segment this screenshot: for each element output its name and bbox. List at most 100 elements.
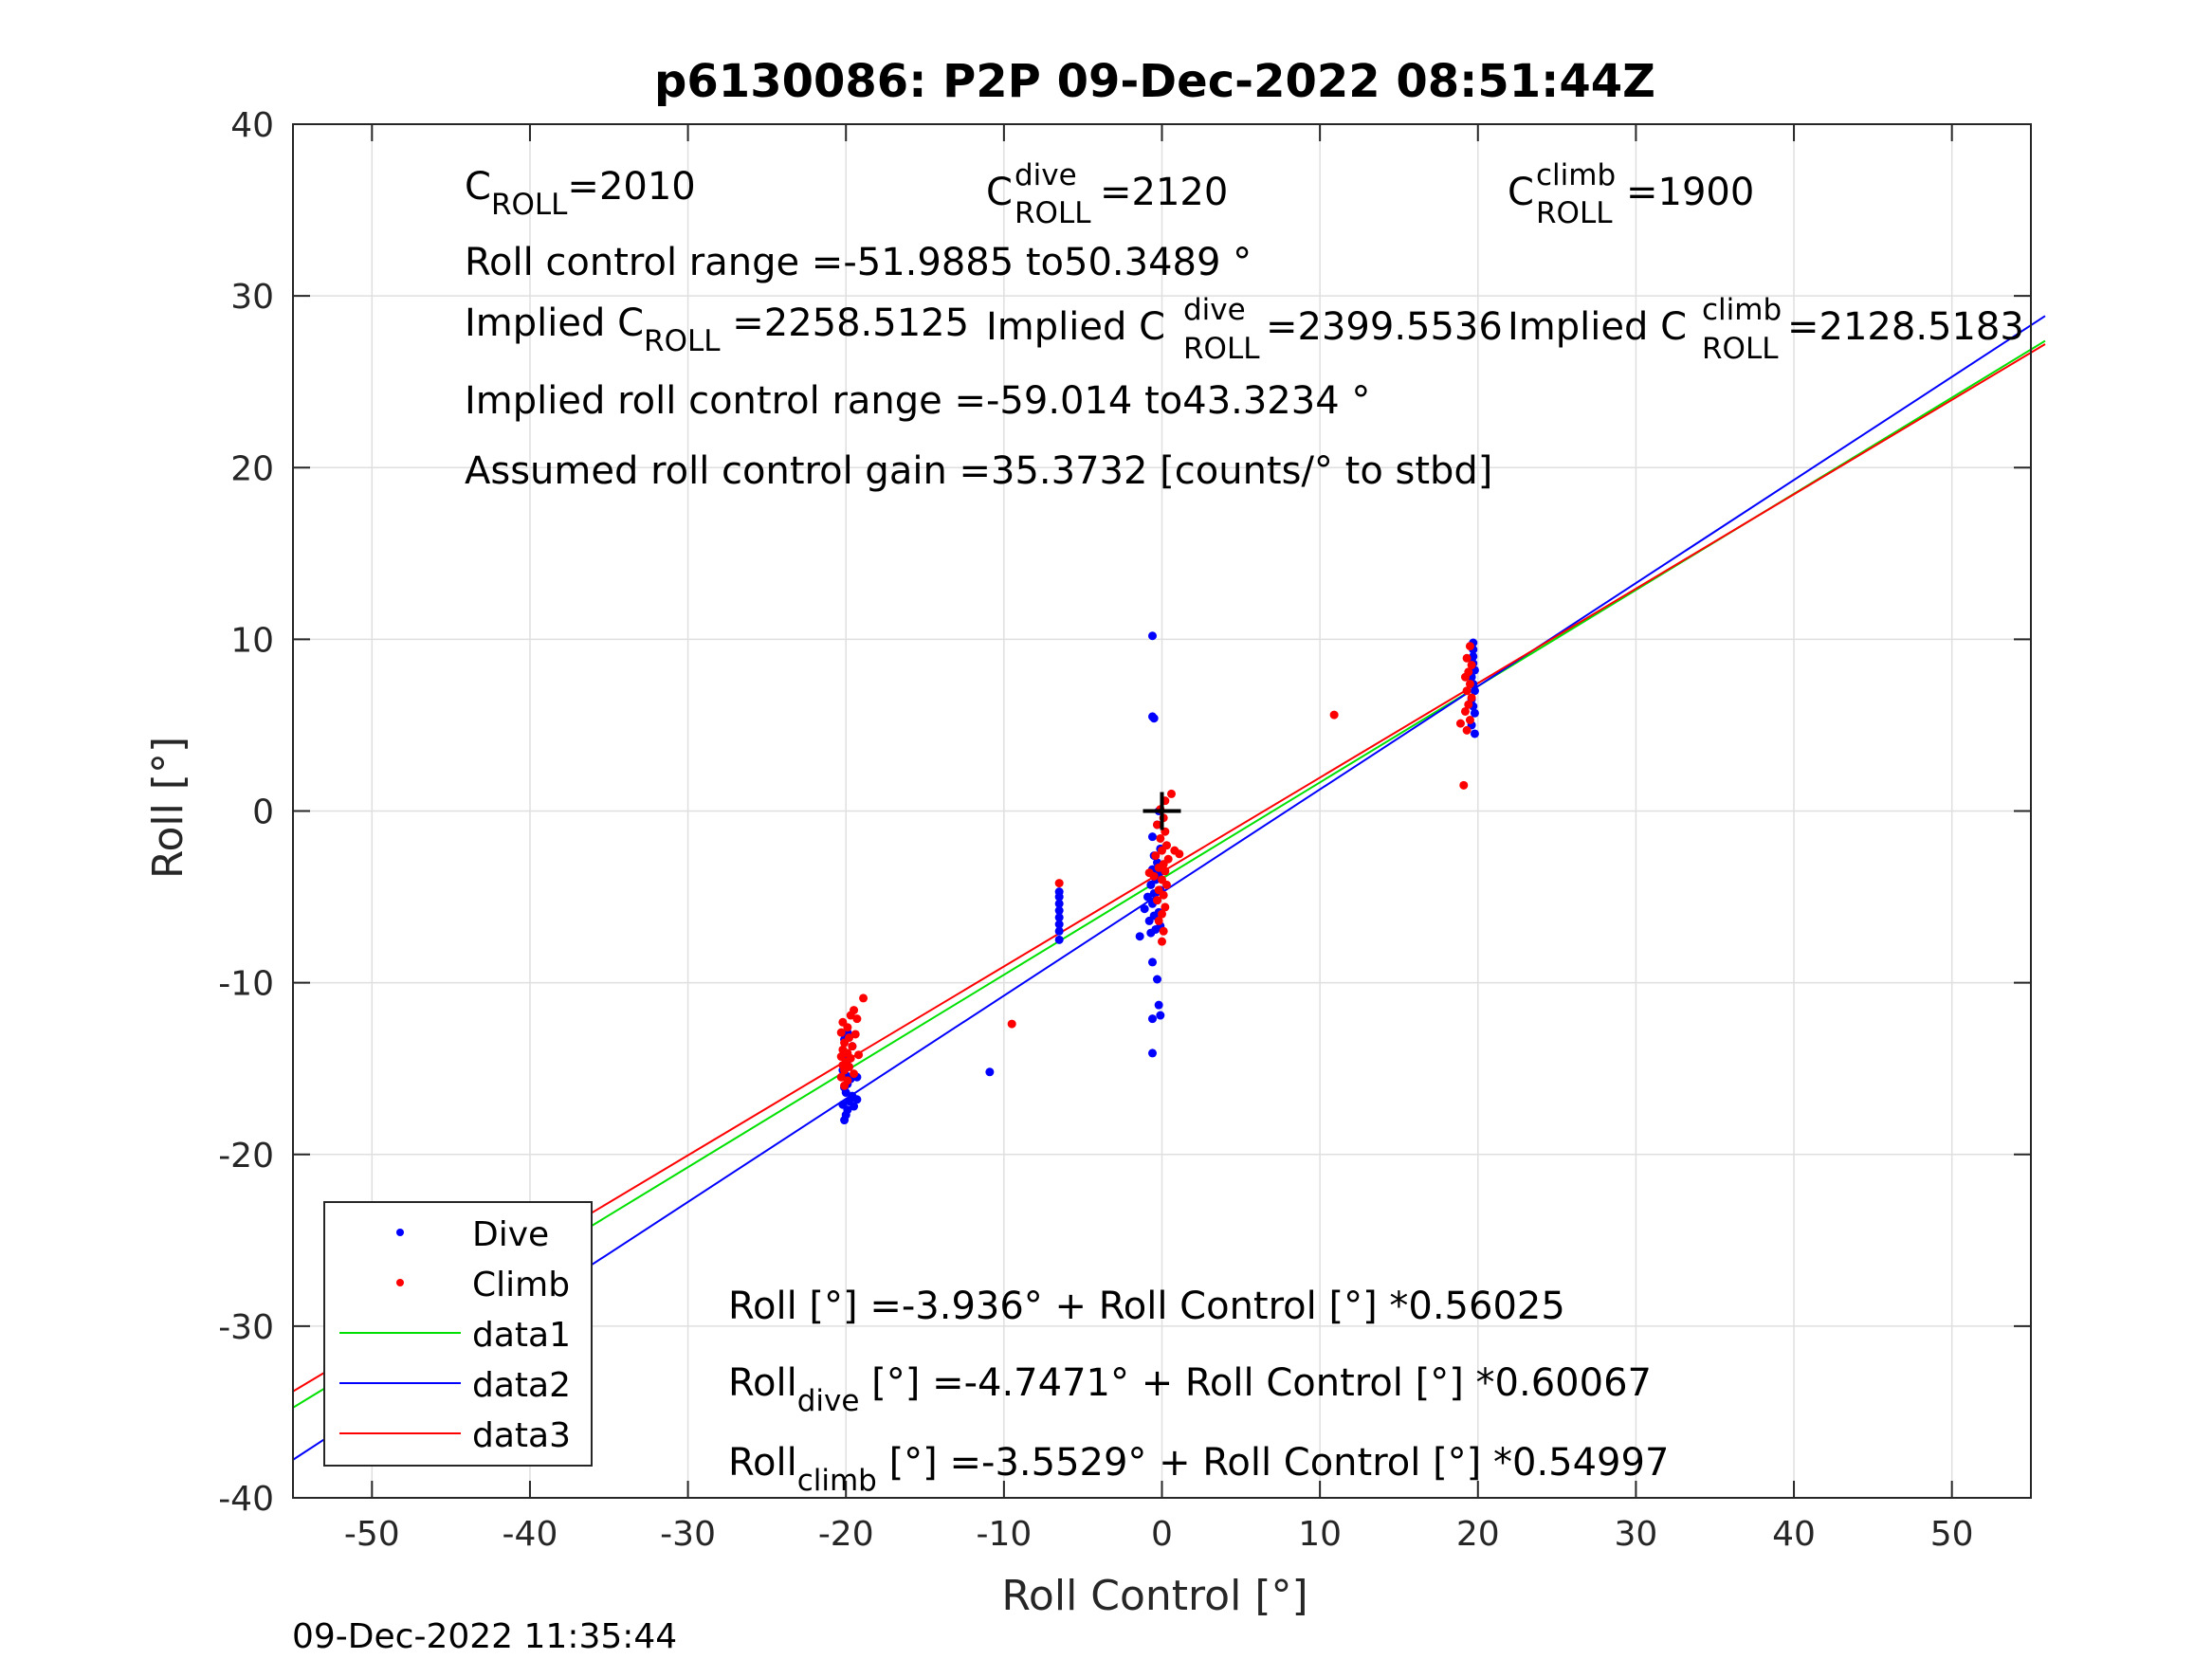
point-dive xyxy=(1054,913,1064,922)
implied-c-roll-climb-superscript: climb xyxy=(1702,293,1782,327)
point-climb xyxy=(1460,706,1470,716)
point-dive xyxy=(1148,1014,1158,1024)
plot-area-border xyxy=(292,123,2032,1499)
point-climb xyxy=(1161,866,1170,876)
c-roll-dive-subscript: ROLL xyxy=(1015,196,1091,230)
point-climb xyxy=(1158,937,1166,946)
point-climb xyxy=(1462,725,1472,735)
point-dive xyxy=(1054,926,1064,936)
legend-dive-marker xyxy=(396,1229,404,1236)
x-tick-label: 40 xyxy=(1772,1515,1816,1554)
point-dive xyxy=(1470,686,1479,696)
x-tick-label: -20 xyxy=(818,1515,874,1554)
point-climb xyxy=(1175,849,1184,859)
point-climb xyxy=(1151,851,1161,861)
point-climb xyxy=(1467,661,1476,670)
assumed-roll-control-gain: Assumed roll control gain =35.3732 [coun… xyxy=(465,449,1492,493)
point-climb xyxy=(1007,1019,1016,1029)
x-tick-label: 10 xyxy=(1298,1515,1342,1554)
point-climb xyxy=(1153,820,1162,830)
c-roll-annotation: CROLL=2010 xyxy=(465,165,696,222)
generation-timestamp: 09-Dec-2022 11:35:44 xyxy=(292,1617,677,1656)
point-climb xyxy=(1159,926,1168,936)
point-climb xyxy=(859,994,868,1003)
y-tick-label: 30 xyxy=(230,278,274,317)
c-roll-climb-superscript: climb xyxy=(1536,158,1616,192)
point-climb xyxy=(1158,846,1166,855)
implied-c-roll-dive-prefix: Implied C xyxy=(986,305,1165,349)
y-tick-label: -20 xyxy=(218,1137,274,1176)
y-axis-label: Roll [°] xyxy=(144,737,192,879)
point-dive xyxy=(1148,957,1158,967)
point-climb xyxy=(1161,880,1171,889)
implied-c-roll-dive-superscript: dive xyxy=(1183,293,1246,327)
legend-climb-marker xyxy=(396,1279,404,1286)
point-climb xyxy=(850,1069,859,1079)
x-tick-label: -50 xyxy=(344,1515,400,1554)
point-climb xyxy=(1054,879,1064,888)
point-dive xyxy=(1135,932,1144,941)
point-climb xyxy=(836,1072,846,1082)
legend-data1-label: data1 xyxy=(472,1316,571,1355)
y-tick-label: 40 xyxy=(230,106,274,145)
point-climb xyxy=(1158,909,1166,919)
point-climb xyxy=(1161,902,1170,912)
point-climb xyxy=(848,1042,857,1051)
y-tick-label: -40 xyxy=(218,1480,274,1519)
top-annotations: CROLL=2010 C dive ROLL =2120 C climb ROL… xyxy=(465,158,2024,493)
y-tick-label: -10 xyxy=(218,965,274,1004)
point-climb xyxy=(840,1081,850,1090)
x-tick-labels: -50 -40 -30 -20 -10 0 10 20 30 40 50 xyxy=(344,1515,1974,1554)
legend-data2-label: data2 xyxy=(472,1366,571,1405)
y-tick-label: 20 xyxy=(230,449,274,488)
point-climb xyxy=(1329,710,1339,720)
c-roll-dive-annotation: C xyxy=(986,171,1013,214)
point-dive xyxy=(1153,975,1162,984)
c-roll-climb-value: =1900 xyxy=(1626,171,1754,214)
point-climb xyxy=(1465,642,1474,651)
point-dive xyxy=(852,1095,862,1104)
point-climb xyxy=(854,1050,864,1060)
x-axis-label: Roll Control [°] xyxy=(1001,1572,1307,1620)
point-dive xyxy=(1054,887,1064,897)
point-dive xyxy=(1148,631,1158,641)
point-climb xyxy=(1467,693,1476,702)
fit-equations: Roll [°] =-3.936° + Roll Control [°] *0.… xyxy=(728,1285,1669,1498)
roll-control-range: Roll control range =-51.9885 to50.3489 ° xyxy=(465,241,1252,284)
chart-title: p6130086: P2P 09-Dec-2022 08:51:44Z xyxy=(654,55,1655,108)
point-climb xyxy=(840,1038,850,1048)
x-tick-label: -10 xyxy=(976,1515,1032,1554)
implied-roll-control-range: Implied roll control range =-59.014 to43… xyxy=(465,379,1370,423)
x-tick-label: 20 xyxy=(1456,1515,1500,1554)
implied-c-roll-climb-value: =2128.5183 xyxy=(1787,305,2024,349)
point-climb xyxy=(1159,890,1168,900)
legend: Dive Climb data1 data2 data3 xyxy=(323,1201,593,1467)
point-dive xyxy=(985,1067,995,1077)
x-tick-label: -40 xyxy=(503,1515,558,1554)
point-dive xyxy=(1143,892,1153,902)
point-climb xyxy=(1459,780,1469,790)
point-climb xyxy=(840,1066,850,1075)
point-climb xyxy=(1462,653,1472,663)
y-tick-labels: -40 -30 -20 -10 0 10 20 30 40 xyxy=(218,106,274,1519)
point-dive xyxy=(1470,729,1479,738)
point-dive xyxy=(1054,899,1064,908)
x-tick-label: 30 xyxy=(1615,1515,1658,1554)
point-dive xyxy=(838,1100,848,1109)
equation-dive: Rolldive [°] =-4.7471° + Roll Control [°… xyxy=(728,1361,1652,1418)
point-climb xyxy=(1455,719,1465,728)
x-tick-label: 0 xyxy=(1151,1515,1173,1554)
point-climb xyxy=(846,1011,855,1020)
legend-data3-label: data3 xyxy=(472,1416,571,1455)
y-tick-label: -30 xyxy=(218,1308,274,1347)
point-climb xyxy=(1464,700,1473,709)
point-climb xyxy=(1166,789,1176,798)
point-climb xyxy=(1465,679,1474,688)
legend-dive-label: Dive xyxy=(472,1215,549,1254)
point-climb xyxy=(1156,833,1165,843)
point-dive xyxy=(1470,708,1479,718)
implied-c-roll-annotation: Implied CROLL =2258.5125 xyxy=(465,301,969,358)
point-dive xyxy=(1054,906,1064,916)
point-climb xyxy=(843,1023,852,1032)
y-tick-label: 0 xyxy=(252,793,274,832)
